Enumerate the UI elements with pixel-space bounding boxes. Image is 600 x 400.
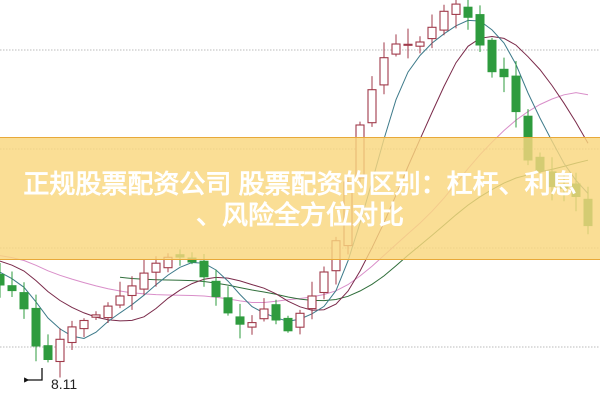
svg-text:8.11: 8.11 [51,376,77,392]
